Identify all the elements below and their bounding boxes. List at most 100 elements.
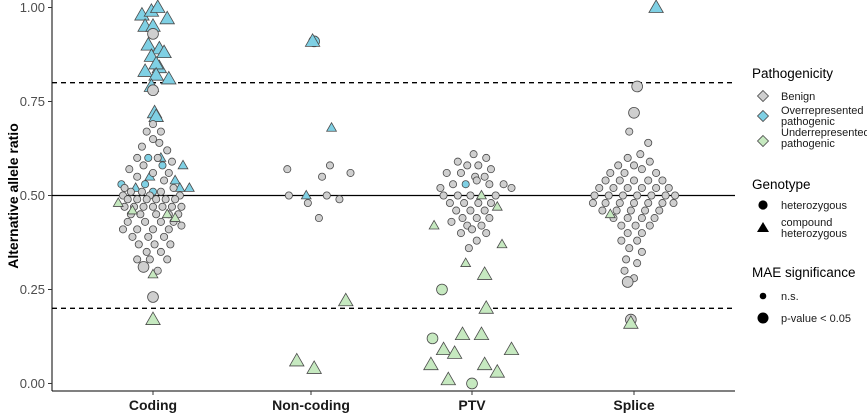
data-point-triangle [306, 360, 323, 374]
data-point-triangle [325, 121, 338, 132]
data-point-circle [485, 214, 494, 223]
data-point-circle [436, 183, 445, 192]
data-point-circle [322, 191, 331, 200]
data-point-circle [125, 165, 134, 174]
data-point-triangle [126, 204, 139, 215]
legend-title-mae: MAE significance [752, 265, 856, 280]
data-point-circle [458, 214, 467, 223]
y-tick-label: 0.00 [20, 376, 45, 391]
data-point-circle [623, 214, 632, 223]
data-point-triangle [423, 356, 439, 371]
data-point-triangle [161, 208, 173, 219]
data-point-circle [480, 172, 489, 181]
data-point-circle [126, 187, 135, 196]
data-point-circle [447, 217, 456, 226]
data-point-circle [647, 191, 656, 200]
data-point-circle [664, 183, 673, 192]
data-point-circle [436, 283, 448, 296]
data-point-circle [144, 232, 153, 241]
y-tick-label: 0.25 [20, 282, 45, 297]
data-point-circle [630, 176, 639, 185]
data-point-triangle [169, 174, 181, 185]
legend-label: n.s. [781, 291, 799, 303]
data-point-triangle [622, 315, 639, 329]
data-point-circle [156, 127, 165, 136]
data-point-circle [623, 229, 632, 238]
data-point-circle [144, 153, 153, 162]
data-point-circle [153, 153, 162, 162]
data-point-circle [658, 176, 667, 185]
x-tick-label: Non-coding [272, 397, 350, 413]
legend-label: p-value < 0.05 [781, 313, 851, 325]
data-point-circle [486, 199, 495, 208]
data-point-circle [158, 161, 167, 170]
data-point-circle [466, 377, 478, 390]
data-point-circle [139, 161, 148, 170]
data-point-circle [133, 255, 142, 264]
data-point-triangle [148, 108, 165, 122]
data-point-circle [120, 183, 129, 192]
data-point-circle [472, 214, 481, 223]
x-tick-labels: Coding Non-coding PTV Splice [129, 391, 655, 413]
legend: Pathogenicity Benign Overrepresented pathog… [752, 66, 867, 325]
data-point-circle [452, 206, 461, 215]
legend-key-small [759, 292, 767, 300]
data-point-circle [137, 261, 150, 273]
data-point-circle [142, 195, 151, 204]
data-point-circle [615, 199, 624, 208]
data-point-circle [636, 150, 645, 159]
data-point-circle [482, 229, 491, 238]
data-point-circle [464, 244, 473, 253]
data-point-circle [163, 255, 172, 264]
data-point-triangle [475, 189, 488, 200]
data-point-circle [134, 240, 143, 249]
data-point-circle [637, 214, 646, 223]
data-point-triangle [446, 345, 463, 359]
data-point-circle [661, 191, 670, 200]
data-point-circle [148, 135, 157, 144]
data-point-circle [167, 157, 176, 166]
data-point-circle [480, 206, 489, 215]
data-point-circle [650, 214, 659, 223]
data-point-circle [461, 180, 470, 189]
data-point-circle [474, 161, 483, 170]
data-point-circle [442, 168, 451, 177]
data-point-circle [152, 195, 161, 204]
data-point-triangle [503, 341, 520, 356]
data-point-circle [641, 206, 650, 215]
data-point-circle [625, 244, 634, 253]
data-point-circle [169, 183, 178, 192]
data-point-circle [477, 221, 486, 230]
legend-label: Benign [781, 91, 815, 103]
legend-key-circle [758, 200, 768, 210]
data-point-circle [148, 202, 157, 211]
y-tick-label: 1.00 [20, 0, 45, 15]
data-point-circle [652, 183, 661, 192]
data-point-circle [467, 225, 476, 234]
data-point-circle [171, 195, 180, 204]
data-point-circle [456, 168, 465, 177]
data-point-circle [614, 161, 623, 170]
data-point-circle [163, 146, 172, 155]
data-point-triangle [476, 266, 493, 280]
data-point-triangle [478, 299, 495, 314]
data-point-circle [141, 180, 150, 189]
data-point-circle [620, 168, 629, 177]
data-point-circle [466, 206, 475, 215]
data-point-circle [645, 221, 654, 230]
data-point-circle [644, 199, 653, 208]
data-point-triangle [183, 182, 195, 192]
data-point-circle [148, 225, 157, 234]
data-point-circle [160, 176, 169, 185]
data-point-circle [137, 142, 146, 151]
data-point-circle [164, 168, 173, 177]
data-point-circle [426, 332, 439, 345]
data-point-triangle [428, 219, 440, 230]
legend-key-diamond [756, 89, 770, 103]
data-point-circle [156, 247, 165, 256]
data-point-triangle [476, 356, 493, 371]
data-point-circle [118, 225, 127, 234]
data-point-circle [177, 202, 186, 211]
data-point-triangle [496, 238, 508, 249]
